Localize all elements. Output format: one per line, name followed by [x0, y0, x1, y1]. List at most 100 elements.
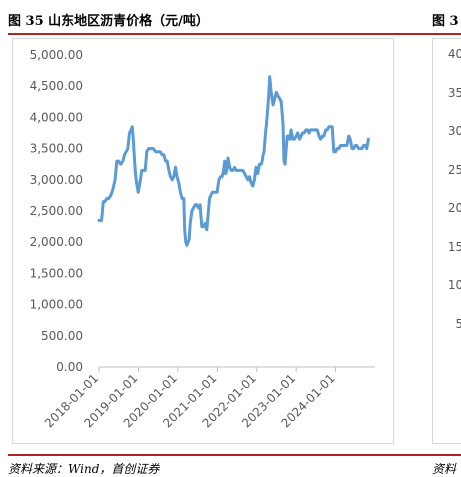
data-point — [241, 169, 244, 172]
data-point — [117, 159, 120, 163]
y-tick-label: 500.00 — [41, 329, 83, 343]
data-point — [115, 159, 119, 163]
y-tick-label: 3,000.00 — [30, 173, 83, 187]
data-point — [169, 175, 172, 178]
data-point — [306, 128, 309, 132]
data-point — [129, 128, 133, 132]
data-point — [225, 169, 228, 172]
data-point — [345, 144, 349, 147]
x-axis: 2018-01-012019-01-012020-01-012021-01-01… — [42, 366, 375, 430]
data-point — [264, 134, 267, 138]
data-point — [259, 163, 263, 166]
data-point — [137, 191, 140, 194]
chart-panel: 0.00 500.00 1,000.00 1,500.00 2,000.00 2,500.… — [12, 38, 394, 444]
next-chart-y-tick: 10, — [447, 278, 461, 292]
data-point — [145, 150, 148, 153]
data-point — [258, 163, 261, 166]
data-point — [202, 225, 205, 228]
data-point — [334, 150, 337, 153]
data-point — [339, 144, 342, 147]
data-point — [365, 147, 368, 150]
data-point — [208, 197, 211, 200]
data-point — [182, 197, 185, 200]
data-point — [188, 237, 191, 241]
data-point — [190, 209, 194, 213]
data-point — [331, 125, 334, 128]
y-axis: 0.00 500.00 1,000.00 1,500.00 2,000.00 2,500.… — [30, 48, 83, 374]
data-point — [97, 219, 101, 222]
data-point — [243, 172, 246, 175]
series-line — [97, 75, 370, 247]
data-point — [335, 147, 339, 150]
data-point — [235, 169, 238, 172]
data-point — [179, 191, 182, 194]
data-point — [253, 178, 256, 181]
data-point — [367, 138, 370, 141]
top-rule — [8, 33, 461, 35]
data-point — [180, 197, 184, 200]
data-point — [224, 172, 227, 175]
data-point — [207, 209, 210, 213]
data-point — [266, 110, 269, 113]
data-point — [358, 147, 362, 150]
data-point — [332, 150, 335, 153]
data-point — [275, 91, 278, 94]
data-point — [261, 153, 265, 156]
data-point — [205, 228, 208, 231]
data-point — [349, 138, 352, 141]
data-point — [326, 128, 329, 132]
data-point — [158, 150, 162, 153]
data-point — [186, 241, 190, 244]
data-point — [217, 178, 221, 181]
data-point — [183, 228, 186, 231]
series-group — [97, 75, 370, 247]
data-point — [307, 131, 311, 135]
data-point — [195, 203, 198, 206]
data-point — [245, 175, 248, 178]
data-point — [219, 175, 222, 178]
data-point — [203, 222, 207, 225]
data-point — [360, 147, 364, 150]
data-point — [283, 163, 287, 166]
data-point — [299, 134, 303, 138]
next-chart-y-tick: 20, — [447, 201, 461, 215]
data-point — [105, 197, 109, 200]
data-point — [262, 150, 266, 153]
data-point — [111, 188, 115, 191]
data-point — [322, 134, 326, 138]
data-point — [221, 175, 224, 178]
data-point — [171, 178, 174, 181]
data-point — [174, 166, 177, 169]
data-point — [134, 172, 137, 175]
data-point — [276, 94, 279, 97]
chart: 0.00 500.00 1,000.00 1,500.00 2,000.00 2,500.… — [30, 48, 375, 430]
data-point — [198, 203, 202, 206]
data-point — [267, 97, 270, 100]
figure-title: 图 35 山东地区沥青价格（元/吨） — [8, 14, 209, 29]
data-point — [287, 134, 290, 138]
data-point — [285, 147, 288, 150]
data-point — [248, 175, 251, 178]
y-tick-label: 1,500.00 — [30, 266, 83, 280]
data-point — [293, 138, 296, 141]
data-point — [154, 150, 157, 153]
data-point — [156, 150, 160, 153]
data-point — [152, 147, 155, 150]
data-point — [184, 241, 187, 244]
data-point — [270, 91, 273, 94]
data-point — [246, 178, 249, 181]
data-point — [312, 128, 316, 132]
data-point — [278, 97, 281, 100]
y-tick-label: 0.00 — [56, 360, 83, 374]
next-chart-y-tick: 25, — [447, 162, 461, 177]
data-point — [128, 131, 131, 135]
data-point — [295, 134, 298, 138]
data-point — [133, 156, 136, 160]
data-point — [296, 131, 299, 135]
data-point — [150, 147, 153, 150]
data-point — [233, 166, 236, 169]
next-chart-y-tick: 5, — [455, 316, 461, 331]
data-point — [228, 166, 231, 169]
y-tick-label: 4,000.00 — [30, 110, 83, 124]
y-tick-label: 4,500.00 — [30, 79, 83, 93]
